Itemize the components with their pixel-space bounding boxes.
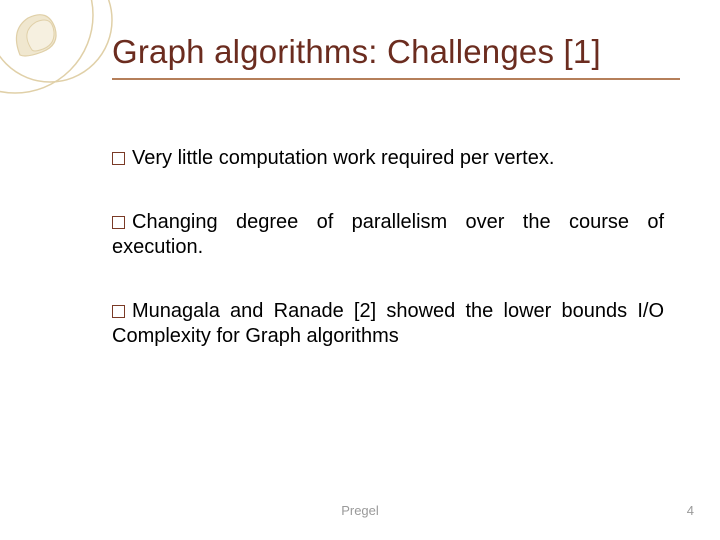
bullet-text: Very little computation work required pe… xyxy=(132,147,554,169)
bullet-item: Very little computation work required pe… xyxy=(112,146,664,172)
content-area: Very little computation work required pe… xyxy=(112,146,664,350)
footer-label: Pregel xyxy=(0,503,720,518)
title-underline xyxy=(112,78,680,80)
corner-decoration xyxy=(0,0,120,120)
bullet-text: Munagala and Ranade [2] showed the lower… xyxy=(112,300,664,348)
bullet-item: Munagala and Ranade [2] showed the lower… xyxy=(112,299,664,350)
page-number: 4 xyxy=(687,503,694,518)
slide-title: Graph algorithms: Challenges [1] xyxy=(112,32,680,72)
bullet-box-icon xyxy=(112,216,125,229)
bullet-item: Changing degree of parallelism over the … xyxy=(112,210,664,261)
bullet-box-icon xyxy=(112,305,125,318)
bullet-box-icon xyxy=(112,152,125,165)
bullet-text: Changing degree of parallelism over the … xyxy=(112,211,664,259)
